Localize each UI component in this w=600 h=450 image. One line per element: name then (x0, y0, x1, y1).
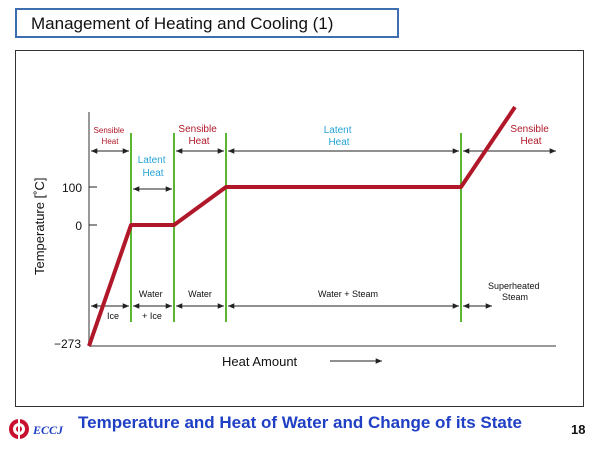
heat-label-sensible-2: Sensible Heat (178, 124, 219, 147)
slide-title: Management of Heating and Cooling (1) (31, 14, 334, 33)
state-label-water-steam: Water + Steam (318, 289, 378, 299)
heat-label-latent-1: Latent Heat (138, 155, 169, 179)
heat-label-sensible-1: Sensible Heat (94, 126, 127, 146)
diagram-panel (15, 50, 584, 407)
y-tick-label-minus273: −273 (54, 337, 81, 351)
eccj-emblem-icon (9, 417, 29, 441)
heating-curve (87, 105, 517, 347)
page-number: 18 (571, 422, 586, 437)
y-axis-label: Temperature [˚C] (32, 177, 47, 275)
eccj-logo: ECCJ (9, 417, 64, 441)
state-label-ice: Ice (107, 311, 119, 321)
state-label-water-ice: Water + Ice (139, 289, 165, 321)
heat-label-sensible-3: Sensible Heat (510, 124, 551, 147)
state-label-superheated-steam: Superheated Steam (488, 281, 542, 302)
eccj-logo-text: ECCJ (32, 423, 64, 437)
slide-title-box: Management of Heating and Cooling (1) (15, 8, 399, 38)
y-tick-label-100: 100 (62, 181, 82, 195)
footer-title: Temperature and Heat of Water and Change… (78, 413, 522, 432)
state-label-water: Water (188, 289, 212, 299)
y-tick-label-0: 0 (75, 219, 82, 233)
heat-label-latent-2: Latent Heat (324, 125, 355, 148)
x-axis-label: Heat Amount (222, 354, 298, 369)
